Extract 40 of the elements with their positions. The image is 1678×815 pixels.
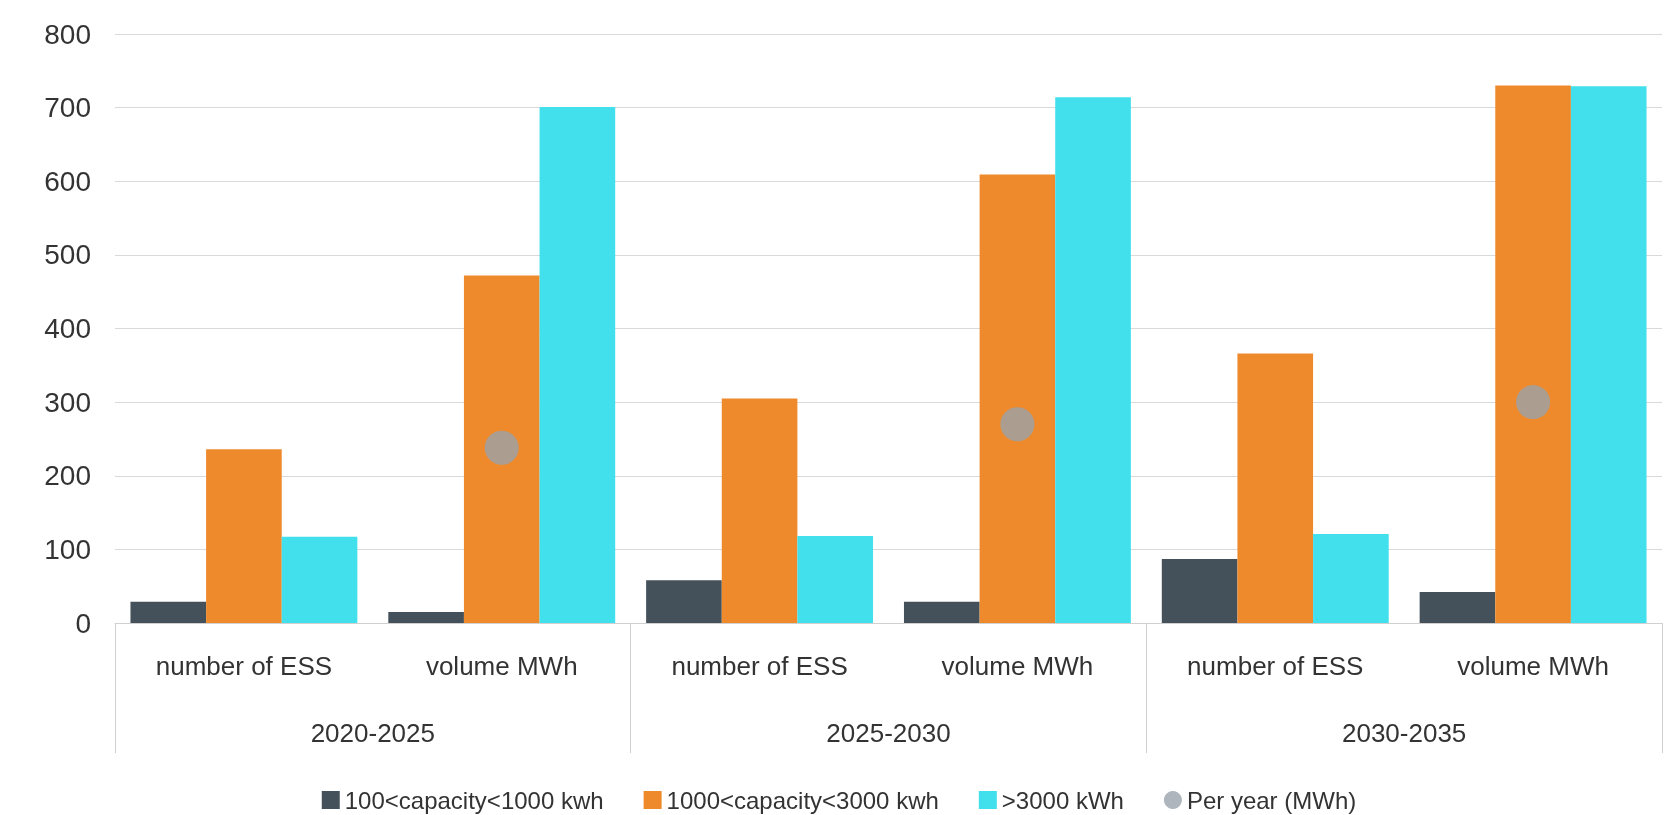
y-tick-label: 500 (44, 239, 91, 271)
x-tick-label: volume MWh (425, 651, 578, 681)
legend-label: 1000<capacity<3000 kwh (666, 786, 939, 814)
bar (1419, 592, 1496, 623)
y-tick-label: 600 (44, 165, 91, 197)
bar (281, 536, 358, 623)
y-tick-label: 700 (44, 92, 91, 124)
x-tick-label: volume MWh (1457, 651, 1609, 681)
bar (206, 449, 282, 623)
bar (646, 580, 722, 623)
bar (1161, 558, 1238, 623)
y-tick-label: 800 (44, 18, 91, 50)
bar (539, 106, 616, 623)
y-tick-label: 300 (44, 386, 91, 418)
bar (130, 601, 207, 623)
y-tick-label: 200 (44, 460, 91, 492)
x-tick-label: volume MWh (941, 651, 1094, 681)
bar (463, 275, 540, 623)
y-tick-label: 0 (75, 607, 91, 639)
text: 2025-2030 (826, 718, 951, 748)
bar (1237, 353, 1314, 623)
bar (388, 611, 464, 623)
y-tick-label: 100 (44, 533, 91, 565)
bar (721, 398, 798, 623)
y-tick-label: 400 (44, 313, 91, 344)
bar (903, 601, 980, 623)
legend-label: >3000 kWh (1001, 786, 1124, 814)
legend-label: 100<capacity<1000 kwh (344, 786, 604, 814)
text: 2030-2035 (1341, 718, 1467, 748)
bar (797, 536, 874, 623)
x-tick-label: number of ESS (1187, 651, 1364, 681)
bar (1313, 533, 1389, 623)
bar (979, 174, 1056, 623)
text: 2020-2025 (310, 718, 436, 748)
bar (1495, 85, 1571, 623)
legend-label: Per year (MWh) (1186, 786, 1357, 814)
x-tick-label: number of ESS (155, 651, 333, 681)
bar (1055, 97, 1131, 623)
bar (1570, 86, 1647, 623)
x-tick-label: number of ESS (671, 651, 848, 681)
